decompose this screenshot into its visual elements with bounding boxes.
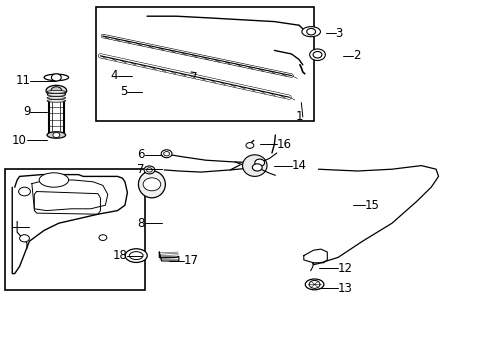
Ellipse shape (125, 249, 147, 262)
Ellipse shape (47, 132, 66, 138)
Circle shape (51, 74, 61, 81)
Text: 10: 10 (12, 134, 27, 147)
Circle shape (309, 280, 320, 288)
Circle shape (246, 143, 254, 148)
Text: 2: 2 (353, 49, 360, 62)
Ellipse shape (243, 155, 267, 176)
Bar (96, 7, 314, 121)
Circle shape (20, 235, 29, 242)
Ellipse shape (46, 85, 67, 96)
Circle shape (144, 166, 155, 174)
Ellipse shape (129, 252, 143, 260)
Circle shape (307, 28, 316, 35)
Ellipse shape (302, 27, 320, 37)
Text: 13: 13 (338, 282, 353, 294)
Circle shape (310, 49, 325, 60)
Circle shape (19, 187, 30, 196)
Circle shape (161, 150, 172, 158)
Ellipse shape (47, 96, 66, 99)
Ellipse shape (44, 74, 69, 81)
Text: 14: 14 (292, 159, 307, 172)
Text: 3: 3 (336, 27, 343, 40)
Text: 15: 15 (365, 199, 380, 212)
Circle shape (252, 164, 262, 171)
Text: 17: 17 (184, 255, 199, 267)
Text: 12: 12 (338, 262, 353, 275)
Ellipse shape (305, 279, 324, 290)
Text: 18: 18 (113, 249, 127, 262)
Ellipse shape (138, 171, 165, 198)
Text: 11: 11 (15, 75, 30, 87)
Text: 16: 16 (277, 138, 292, 150)
Circle shape (99, 235, 107, 240)
Circle shape (53, 132, 60, 138)
Circle shape (313, 51, 322, 58)
Ellipse shape (47, 99, 66, 102)
Text: 4: 4 (110, 69, 118, 82)
Bar (5, 169, 145, 290)
Ellipse shape (47, 93, 66, 96)
Circle shape (255, 159, 265, 166)
Text: 5: 5 (120, 85, 127, 98)
Text: 1: 1 (295, 111, 303, 123)
Circle shape (147, 168, 152, 172)
Text: 7: 7 (137, 163, 145, 176)
Circle shape (51, 87, 62, 95)
Circle shape (164, 152, 170, 156)
Circle shape (143, 178, 161, 191)
Ellipse shape (39, 173, 69, 187)
Text: 9: 9 (23, 105, 30, 118)
Text: 8: 8 (137, 217, 145, 230)
Text: 6: 6 (137, 148, 145, 161)
Ellipse shape (47, 90, 66, 93)
